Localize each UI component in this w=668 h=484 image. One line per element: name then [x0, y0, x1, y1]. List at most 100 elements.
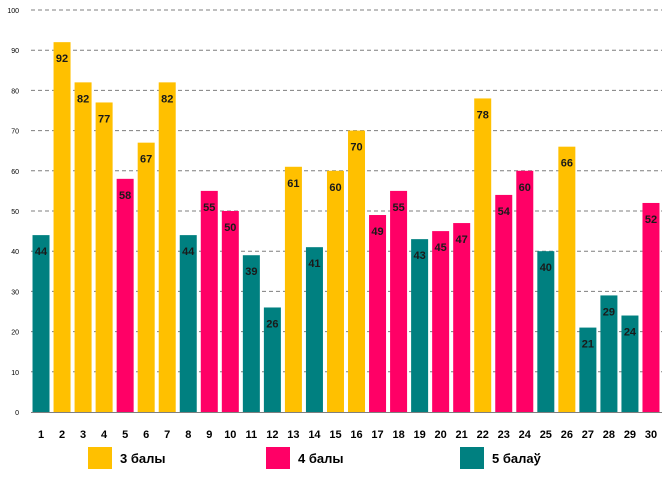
data-label-27: 21: [582, 339, 594, 351]
bar-1: [32, 235, 50, 412]
x-axis-ticks: 1 2 3 4 5 6 7 8 9 10 11 12 13 14 15 16 17 18 19 20 21 22 23 24 2…: [38, 429, 657, 441]
x-tick-label-11: 11: [246, 429, 258, 441]
data-label-10: 50: [224, 222, 236, 234]
data-label-24: 60: [519, 182, 531, 194]
y-tick-label: 10: [11, 370, 19, 377]
x-tick-label-12: 12: [266, 429, 278, 441]
x-tick-label-28: 28: [603, 429, 615, 441]
x-tick-label-23: 23: [498, 429, 510, 441]
data-label-29: 24: [624, 327, 637, 339]
data-label-21: 47: [456, 234, 468, 246]
x-tick-label-4: 4: [101, 429, 108, 441]
x-tick-label-24: 24: [519, 429, 532, 441]
bar-20: [432, 231, 450, 412]
data-label-20: 45: [435, 242, 447, 254]
x-tick-label-8: 8: [185, 429, 191, 441]
data-label-19: 43: [413, 250, 425, 262]
legend-item-4-baly: 4 балы: [266, 447, 343, 469]
data-label-25: 40: [540, 262, 552, 274]
x-tick-label-2: 2: [59, 429, 65, 441]
data-label-15: 60: [329, 182, 341, 194]
x-tick-label-13: 13: [287, 429, 299, 441]
bar-24: [516, 170, 534, 412]
bar-23: [495, 194, 513, 412]
bar-16: [348, 130, 366, 412]
bar-25: [537, 251, 555, 412]
data-label-13: 61: [287, 178, 299, 190]
y-tick-label: 100: [7, 8, 19, 15]
legend-swatch-4-baly: [266, 447, 290, 469]
bar-8: [179, 235, 197, 412]
legend-label-5-balau: 5 балаў: [492, 450, 541, 466]
legend-swatch-3-baly: [88, 447, 112, 469]
data-label-8: 44: [182, 246, 195, 258]
bar-12: [263, 307, 281, 412]
bar-29: [621, 315, 639, 412]
bar-28: [600, 295, 618, 412]
bar-18: [390, 190, 408, 412]
bar-6: [137, 142, 155, 412]
x-tick-label-17: 17: [371, 429, 383, 441]
data-label-28: 29: [603, 306, 615, 318]
x-tick-label-29: 29: [624, 429, 636, 441]
data-label-5: 58: [119, 190, 131, 202]
data-label-6: 67: [140, 154, 152, 166]
data-label-9: 55: [203, 202, 215, 214]
data-label-7: 82: [161, 93, 173, 105]
y-tick-label: 70: [11, 129, 19, 136]
bar-26: [558, 146, 576, 412]
x-tick-label-10: 10: [224, 429, 236, 441]
y-axis-ticks: 0 10 20 30 40 50 60 70 80 90 100: [7, 8, 19, 417]
y-tick-label: 0: [15, 410, 19, 417]
legend-label-4-baly: 4 балы: [298, 450, 344, 466]
legend-item-3-baly: 3 балы: [88, 447, 165, 469]
bar-17: [369, 215, 387, 412]
bar-7: [158, 82, 176, 413]
x-tick-label-16: 16: [350, 429, 362, 441]
bar-11: [242, 255, 260, 412]
data-label-3: 82: [77, 93, 89, 105]
legend-swatch-5-balau: [460, 447, 484, 469]
bar-27: [579, 327, 597, 412]
x-tick-label-14: 14: [308, 429, 321, 441]
y-tick-label: 50: [11, 209, 19, 216]
bar-14: [305, 247, 323, 412]
data-label-23: 54: [498, 206, 511, 218]
x-tick-label-1: 1: [38, 429, 44, 441]
bar-9: [200, 190, 218, 412]
bar-22: [474, 98, 492, 412]
bar-19: [411, 239, 429, 412]
x-tick-label-21: 21: [456, 429, 468, 441]
bar-30: [642, 202, 660, 412]
data-label-18: 55: [392, 202, 404, 214]
bar-5: [116, 178, 134, 412]
bar-2: [53, 42, 71, 412]
x-tick-label-22: 22: [477, 429, 489, 441]
data-label-26: 66: [561, 158, 573, 170]
y-tick-label: 20: [11, 330, 19, 337]
y-tick-label: 40: [11, 249, 19, 256]
bar-3: [74, 82, 92, 413]
x-tick-label-20: 20: [435, 429, 447, 441]
bar-15: [326, 170, 344, 412]
data-label-4: 77: [98, 113, 110, 125]
legend-item-5-balau: 5 балаў: [460, 447, 541, 469]
gridlines: [31, 9, 662, 373]
bar-13: [284, 166, 302, 412]
x-tick-label-9: 9: [206, 429, 212, 441]
data-label-11: 39: [245, 266, 257, 278]
data-label-30: 52: [645, 214, 657, 226]
y-tick-label: 90: [11, 48, 19, 55]
data-label-16: 70: [350, 142, 362, 154]
y-tick-label: 30: [11, 289, 19, 296]
x-tick-label-7: 7: [164, 429, 170, 441]
y-tick-label: 80: [11, 88, 19, 95]
x-tick-label-5: 5: [122, 429, 128, 441]
data-label-17: 49: [371, 226, 383, 238]
data-label-14: 41: [308, 258, 320, 270]
data-label-12: 26: [266, 318, 278, 330]
legend-label-3-baly: 3 балы: [120, 450, 166, 466]
x-tick-label-27: 27: [582, 429, 594, 441]
x-tick-label-15: 15: [329, 429, 341, 441]
